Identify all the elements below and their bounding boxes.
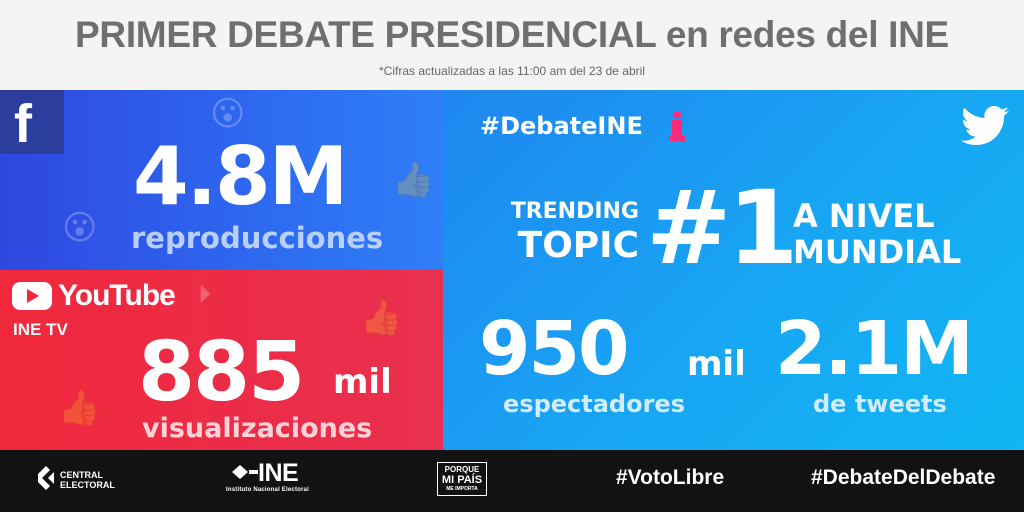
youtube-channel: INE TV	[13, 320, 68, 339]
facebook-panel: f 😮 👍 😮 4.8M reproducciones	[0, 90, 443, 270]
wow-emoji-icon: 😮	[210, 94, 246, 134]
thumbs-up-icon: 👍	[58, 388, 101, 428]
thumbs-up-icon: 👍	[360, 298, 403, 338]
youtube-brand: YouTube	[58, 279, 176, 312]
ine-logo-icon	[232, 465, 258, 479]
page-subtitle: *Cifras actualizadas a las 11:00 am del …	[379, 64, 645, 78]
a-nivel-word: A NIVEL	[793, 197, 935, 235]
central-electoral-logo-icon	[38, 466, 54, 490]
debate-hashtag: #DebateINE	[480, 112, 643, 140]
viewers-value: 950	[479, 306, 629, 392]
youtube-views-value: 885	[138, 325, 305, 420]
footer-bar	[0, 450, 1024, 512]
play-icon: ⏵	[198, 280, 212, 310]
youtube-views-unit: mil	[333, 362, 392, 402]
header-bar: PRIMER DEBATE PRESIDENCIAL en redes del …	[0, 0, 1024, 90]
youtube-play-icon	[12, 282, 52, 310]
youtube-panel: YouTube INE TV ⏵ 👍 👍 885 mil visualizaci…	[0, 270, 443, 450]
trending-topic-label: TRENDING TOPIC	[479, 198, 639, 266]
facebook-views-label: reproducciones	[131, 221, 384, 255]
pmp-line-1: PORQUE	[444, 465, 480, 474]
porque-mi-pais-logo: PORQUE MI PAÍS ME IMPORTA	[437, 462, 487, 496]
pmp-line-2: MI PAÍS	[441, 474, 483, 486]
ine-full-name: Instituto Nacional Electoral	[226, 487, 309, 493]
podium-icon	[669, 112, 685, 142]
facebook-logo: f	[0, 90, 64, 154]
twitter-panel: #DebateINE TRENDING TOPIC #1 A NIVEL MUN…	[443, 90, 1024, 450]
viewers-label: espectadores	[503, 390, 685, 418]
tweets-label: de tweets	[813, 390, 947, 418]
topic-word: TOPIC	[517, 225, 639, 266]
page-title: PRIMER DEBATE PRESIDENCIAL en redes del …	[75, 14, 949, 55]
central-word: CENTRAL	[60, 470, 103, 480]
facebook-views-value: 4.8M	[133, 130, 348, 223]
trending-word: TRENDING	[510, 199, 639, 224]
mundial-word: MUNDIAL	[793, 233, 962, 271]
ine-logo-text: INE	[258, 459, 299, 487]
trending-rank: #1	[646, 169, 798, 288]
pmp-line-3: ME IMPORTA	[446, 486, 478, 492]
voto-libre-hashtag: #VotoLibre	[616, 466, 725, 489]
worldwide-label: A NIVEL MUNDIAL	[793, 198, 961, 270]
viewers-unit: mil	[687, 344, 746, 384]
twitter-bird-icon	[961, 106, 1009, 145]
debate-del-debate-hashtag: #DebateDelDebate	[811, 466, 996, 489]
facebook-icon: f	[14, 94, 32, 154]
wow-emoji-icon: 😮	[62, 208, 98, 248]
electoral-word: ELECTORAL	[60, 480, 115, 490]
central-electoral-logo: CENTRAL ELECTORAL	[60, 470, 115, 490]
thumbs-up-icon: 👍	[392, 160, 435, 200]
tweets-value: 2.1M	[775, 306, 974, 392]
youtube-views-label: visualizaciones	[142, 413, 373, 444]
